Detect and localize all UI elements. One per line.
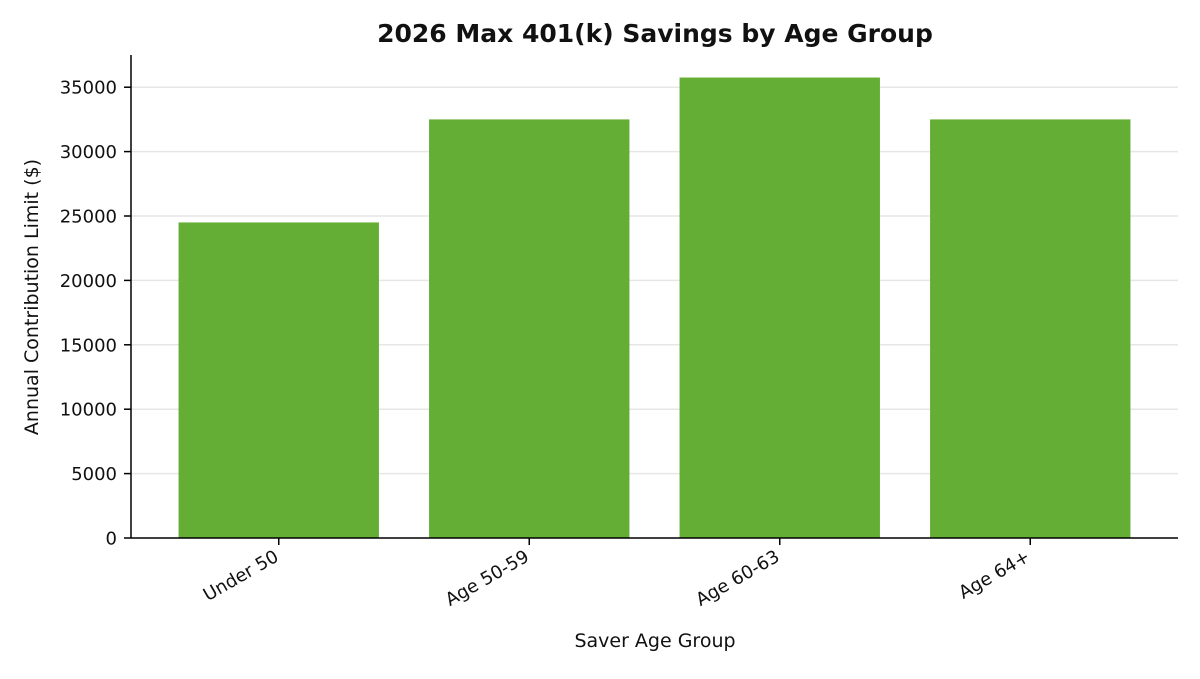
axes — [130, 55, 1178, 539]
x-tick-label: Under 50 — [200, 546, 282, 606]
y-tick-label: 10000 — [60, 400, 117, 421]
bar — [930, 119, 1131, 539]
bar — [178, 222, 379, 538]
y-axis-label: Annual Contribution Limit ($) — [21, 159, 43, 435]
y-tick-label: 35000 — [60, 78, 117, 99]
y-tick-label: 5000 — [71, 464, 117, 485]
y-tick-label: 15000 — [60, 335, 117, 356]
bars — [178, 77, 1131, 539]
x-tick-label: Age 64+ — [955, 546, 1034, 603]
x-axis-label: Saver Age Group — [574, 630, 735, 652]
x-tick-label: Age 60-63 — [692, 546, 783, 611]
y-tick-label: 30000 — [60, 142, 117, 163]
y-tick-label: 0 — [106, 529, 117, 550]
y-ticks: 0 5000 10000 15000 20000 25000 30000 35000 — [60, 78, 131, 550]
chart-title: 2026 Max 401(k) Savings by Age Group — [377, 19, 933, 48]
bar — [679, 77, 880, 538]
y-tick-label: 25000 — [60, 207, 117, 228]
bar — [429, 119, 630, 539]
x-ticks: Under 50 Age 50-59 Age 60-63 Age 64+ — [200, 538, 1034, 611]
y-tick-label: 20000 — [60, 271, 117, 292]
x-tick-label: Age 50-59 — [442, 546, 533, 611]
